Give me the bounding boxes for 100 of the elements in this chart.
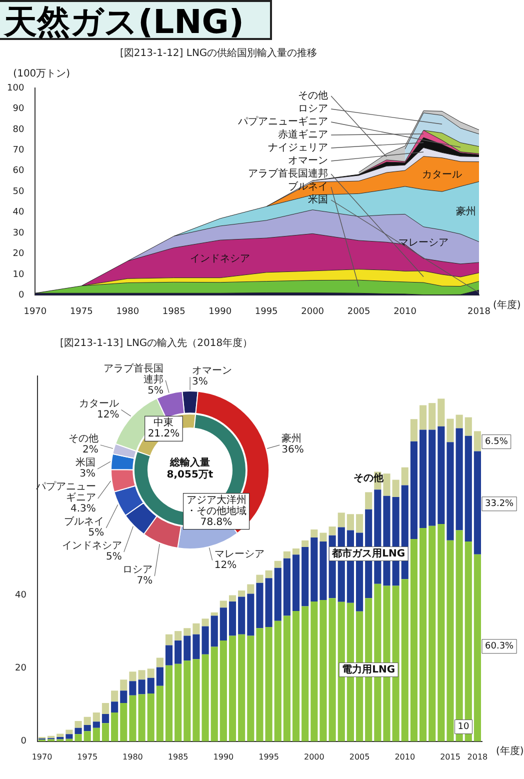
data-label: 3% <box>80 468 96 480</box>
bar <box>474 554 481 742</box>
data-label: 7% <box>136 576 153 587</box>
series-label: 豪州 <box>456 205 476 218</box>
bar <box>474 451 481 554</box>
bar <box>428 526 436 742</box>
bar <box>111 690 118 702</box>
bar <box>256 574 264 583</box>
annotation: 6.5% <box>485 437 508 448</box>
bar <box>74 728 82 734</box>
bar <box>474 431 481 452</box>
data-label: 36% <box>282 444 304 456</box>
x-tick-label: 1990 <box>213 752 234 762</box>
bar <box>428 430 436 526</box>
bar <box>165 645 173 666</box>
bar <box>92 722 100 728</box>
x-tick-label: 1985 <box>162 306 186 317</box>
bar <box>184 636 191 661</box>
bar <box>174 640 182 664</box>
bar <box>156 658 164 668</box>
bar <box>410 538 418 742</box>
y-tick-label: 50 <box>12 186 24 197</box>
data-label: 12% <box>214 560 237 571</box>
series-label: その他 <box>354 472 385 484</box>
bar <box>156 686 164 742</box>
bar <box>283 558 290 616</box>
bar <box>66 730 73 734</box>
bar <box>220 600 227 608</box>
bar <box>111 712 118 742</box>
bar <box>238 590 246 597</box>
y-tick-label: 20 <box>15 664 27 674</box>
y-tick-label: 0 <box>18 290 24 301</box>
bar <box>419 405 427 430</box>
bar <box>210 612 218 616</box>
text: アラブ首長国連邦 <box>248 168 328 180</box>
data-label: 5% <box>88 528 104 539</box>
text: ロシア <box>298 104 328 115</box>
bar <box>464 436 472 542</box>
bar <box>419 430 427 528</box>
bar <box>147 678 154 694</box>
bar <box>265 627 272 742</box>
bar <box>292 610 300 742</box>
bar <box>292 554 300 611</box>
bar <box>174 631 182 641</box>
bar <box>283 616 290 742</box>
data-label: 5% <box>106 552 122 563</box>
bar <box>446 540 454 742</box>
text: 赤道ギニア <box>278 128 328 141</box>
text: 米国 <box>308 194 328 206</box>
bar <box>302 547 309 606</box>
bar <box>456 428 463 530</box>
x-tick-label: 2018 <box>467 752 488 762</box>
x-tick-label: 1995 <box>254 306 278 317</box>
bar <box>247 636 254 742</box>
bar <box>238 596 246 634</box>
y-tick-label: 100 <box>6 83 24 94</box>
slice-label: アジア大洋州・その他地域 <box>186 494 246 517</box>
bar <box>102 703 110 714</box>
bar <box>120 680 128 691</box>
slice-label: 米国 <box>76 456 96 469</box>
slice-label: 中東 <box>154 416 174 429</box>
bar <box>202 654 209 742</box>
bar <box>202 618 209 626</box>
y-tick-label: 40 <box>12 208 24 218</box>
bar <box>410 441 418 539</box>
bar <box>310 538 318 602</box>
bar <box>120 690 128 704</box>
bar <box>283 551 290 558</box>
x-axis-title: (年度) <box>493 298 521 311</box>
data-label: 21.2% <box>148 428 180 440</box>
x-tick-label: 1990 <box>208 306 232 317</box>
annotation: 60.3% <box>485 642 514 652</box>
bar <box>74 734 82 742</box>
x-tick-label: 1975 <box>70 306 93 317</box>
bar <box>228 636 236 742</box>
bar <box>184 660 191 742</box>
slice-label: その他 <box>68 432 98 445</box>
bar <box>228 595 236 602</box>
x-tick-label: 2005 <box>349 752 370 762</box>
bar <box>102 714 110 724</box>
bar <box>247 584 254 594</box>
bar <box>174 664 182 742</box>
bar <box>328 526 336 536</box>
x-axis-title: (年度) <box>496 744 524 757</box>
bar <box>192 659 200 742</box>
bar <box>265 578 272 628</box>
slice-label: ブルネイ <box>64 516 104 528</box>
bar <box>401 467 408 486</box>
bar <box>410 419 418 442</box>
chart-title: 天然ガス(LNG) <box>0 0 272 41</box>
text: パプアニューギニア <box>237 116 328 128</box>
x-tick-label: 2018 <box>468 306 491 317</box>
annotation: 総輸入量 <box>169 456 210 469</box>
bar <box>220 640 227 742</box>
x-tick-label: 1980 <box>122 752 143 762</box>
data-label: 3% <box>192 376 208 388</box>
bar <box>84 731 91 742</box>
x-tick-label: 2005 <box>347 306 370 317</box>
slice-label: オマーン <box>192 366 232 377</box>
bar <box>338 512 345 528</box>
